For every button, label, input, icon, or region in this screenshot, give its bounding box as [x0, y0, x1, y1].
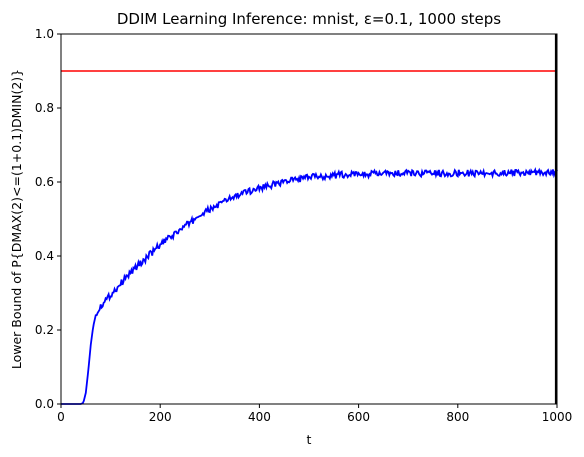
x-tick-label: 600 [347, 410, 370, 424]
plot-area: 0 200 400 600 800 1000 0.0 0.2 0.4 0.6 0.8 1.0 [35, 27, 572, 424]
chart-title: DDIM Learning Inference: mnist, ε=0.1, 1… [117, 10, 501, 28]
y-tick-label: 1.0 [35, 27, 54, 41]
axes-frame [60, 33, 558, 405]
x-tick-label: 0 [57, 410, 65, 424]
x-axis-label: t [307, 432, 312, 447]
x-tick-label: 800 [446, 410, 469, 424]
x-tick-label: 1000 [542, 410, 573, 424]
x-tick-label: 400 [248, 410, 271, 424]
y-tick-label: 0.4 [35, 249, 54, 263]
series-line [61, 166, 558, 405]
y-tick-label: 0.8 [35, 101, 54, 115]
y-axis-label: Lower Bound of P{DMAX(2)<=(1+0.1)DMIN(2)… [9, 69, 24, 369]
y-tick-label: 0.6 [35, 175, 54, 189]
y-tick-label: 0.2 [35, 323, 54, 337]
y-tick-label: 0.0 [35, 397, 54, 411]
x-tick-label: 200 [149, 410, 172, 424]
